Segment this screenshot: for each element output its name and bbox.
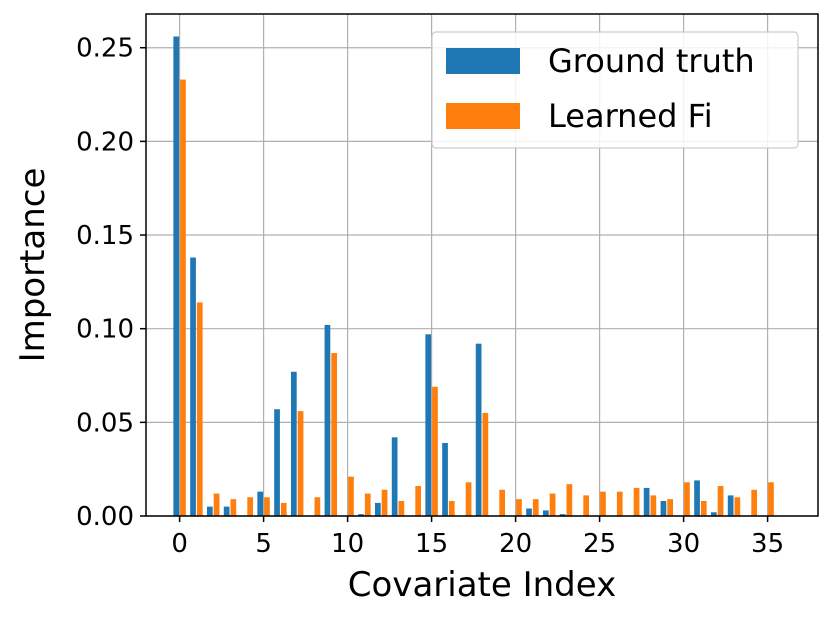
bar-ground-truth-2 [206,506,213,516]
bar-learned-fi-20 [516,499,522,516]
legend-swatch-ground-truth [446,48,520,74]
bar-ground-truth-1 [190,257,196,516]
bar-learned-fi-10 [348,476,354,516]
y-tick-label: 0.20 [76,127,134,157]
bar-ground-truth-28 [643,487,650,516]
bar-learned-fi-2 [213,493,220,516]
bar-learned-fi-22 [549,493,556,516]
x-tick-label: 35 [751,529,784,559]
bar-ground-truth-23 [559,514,566,516]
bar-learned-fi-26 [616,491,623,516]
bar-ground-truth-7 [290,371,297,516]
bar-learned-fi-17 [465,482,472,516]
bar-ground-truth-33 [727,495,734,516]
bar-ground-truth-9 [324,324,331,516]
bar-ground-truth-31 [694,480,700,516]
legend-label-ground-truth: Ground truth [548,42,755,80]
x-tick-label: 25 [583,529,616,559]
y-tick-label: 0.10 [76,315,134,345]
x-tick-label: 0 [171,529,188,559]
bar-learned-fi-13 [398,501,405,516]
x-axis-title: Covariate Index [348,565,616,605]
bar-learned-fi-27 [633,487,640,516]
x-tick-label: 5 [255,529,272,559]
plot-frame [145,13,819,517]
x-tick-label: 15 [415,529,448,559]
bar-learned-fi-1 [196,302,203,516]
y-tick-label: 0.25 [76,34,134,64]
legend-swatch-learned-fi [446,103,520,129]
bar-learned-fi-4 [247,497,254,516]
bar-ground-truth-15 [425,334,432,516]
axis-ticks: 0 5 10 15 20 25 30 35 0.00 0.05 0.10 0.15 0.20 0.25 [76,34,784,559]
bar-learned-fi-15 [432,386,438,516]
bar-ground-truth-22 [542,510,549,516]
bar-learned-fi-7 [297,411,304,516]
bar-ground-truth-29 [660,501,667,516]
bar-ground-truth-6 [274,409,280,516]
y-tick-label: 0.00 [76,502,134,532]
legend: Ground truth Learned Fi [431,31,799,149]
bar-learned-fi-8 [314,497,321,516]
bar-learned-fi-19 [499,489,506,516]
bar-learned-fi-32 [717,486,724,516]
bar-ground-truth-13 [391,437,398,516]
x-tick-label: 20 [499,529,532,559]
y-tick-label: 0.15 [76,221,134,251]
bar-learned-fi-30 [684,482,690,516]
bar-learned-fi-31 [700,501,707,516]
bar-ground-truth-21 [526,508,532,516]
bar-learned-fi-34 [751,489,758,516]
bar-learned-fi-16 [448,501,455,516]
bar-ground-truth-32 [710,512,717,516]
x-tick-label: 10 [331,529,364,559]
bar-learned-fi-35 [768,482,774,516]
bar-learned-fi-29 [667,499,674,516]
y-tick-label: 0.05 [76,408,134,438]
bar-ground-truth-18 [475,343,482,516]
x-tick-label: 30 [667,529,700,559]
bar-learned-fi-12 [381,489,388,516]
bar-learned-fi-11 [364,493,371,516]
legend-box [431,31,799,149]
bar-ground-truth-5 [257,491,264,516]
bar-learned-fi-6 [280,502,287,516]
y-axis-title: Importance [13,168,53,363]
bar-learned-fi-0 [180,79,186,517]
bars [173,36,774,517]
bar-learned-fi-18 [482,412,489,516]
bar-learned-fi-9 [331,353,338,516]
bar-learned-fi-21 [532,499,539,516]
bar-learned-fi-23 [566,484,573,516]
bar-learned-fi-14 [415,486,422,516]
bar-learned-fi-24 [583,495,590,516]
bar-learned-fi-3 [230,499,237,516]
bar-ground-truth-12 [374,502,381,516]
bar-ground-truth-16 [442,442,448,516]
bar-ground-truth-0 [173,36,180,517]
legend-label-learned-fi: Learned Fi [548,97,713,135]
bar-learned-fi-33 [734,497,741,516]
bar-ground-truth-11 [358,514,364,516]
bar-learned-fi-25 [600,491,606,516]
bar-ground-truth-3 [223,506,230,516]
bar-learned-fi-28 [650,495,657,516]
bar-learned-fi-5 [264,497,270,516]
